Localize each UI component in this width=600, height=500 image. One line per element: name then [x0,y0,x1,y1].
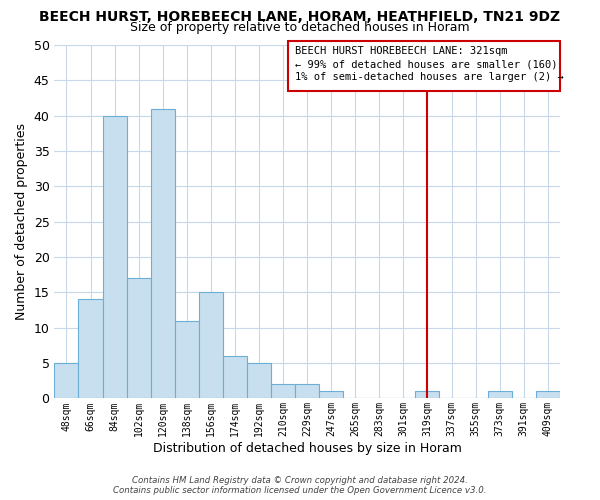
Bar [55,363,79,398]
Bar [175,320,199,398]
Bar [79,300,103,398]
Text: Size of property relative to detached houses in Horam: Size of property relative to detached ho… [130,21,470,34]
FancyBboxPatch shape [288,42,560,91]
Bar [536,392,560,398]
Text: BEECH HURST HOREBEECH LANE: 321sqm: BEECH HURST HOREBEECH LANE: 321sqm [295,46,508,56]
Text: 1% of semi-detached houses are larger (2) →: 1% of semi-detached houses are larger (2… [295,72,564,82]
Bar [127,278,151,398]
Bar [199,292,223,399]
Text: Contains HM Land Registry data © Crown copyright and database right 2024.
Contai: Contains HM Land Registry data © Crown c… [113,476,487,495]
Text: ← 99% of detached houses are smaller (160): ← 99% of detached houses are smaller (16… [295,59,557,69]
Bar [103,116,127,399]
Bar [151,108,175,399]
Bar [488,392,512,398]
Bar [271,384,295,398]
Bar [415,392,439,398]
Bar [223,356,247,399]
X-axis label: Distribution of detached houses by size in Horam: Distribution of detached houses by size … [152,442,461,455]
Y-axis label: Number of detached properties: Number of detached properties [15,123,28,320]
Text: BEECH HURST, HOREBEECH LANE, HORAM, HEATHFIELD, TN21 9DZ: BEECH HURST, HOREBEECH LANE, HORAM, HEAT… [40,10,560,24]
Bar [319,392,343,398]
Bar [295,384,319,398]
Bar [247,363,271,398]
